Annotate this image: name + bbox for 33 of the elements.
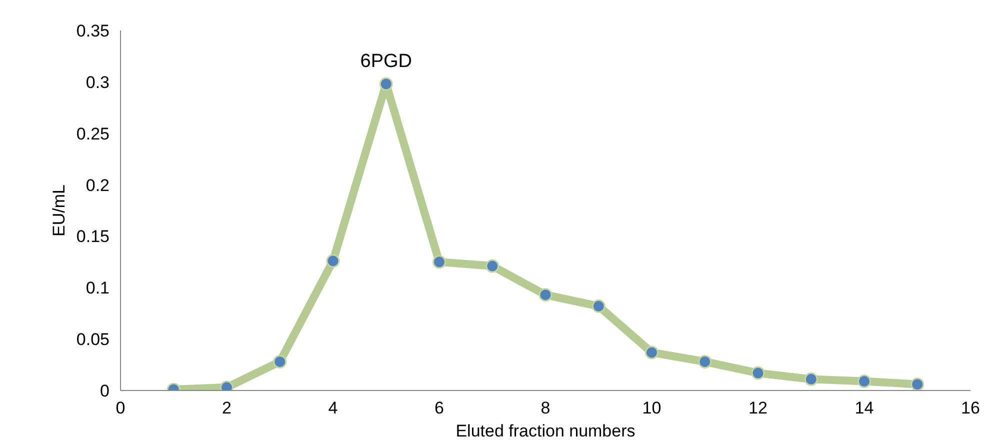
y-tick-label: 0.15 [76,227,110,246]
point [538,288,552,302]
point [804,372,818,386]
y-tick-label: 0.3 [86,72,110,92]
y-tick-label: 0.1 [86,278,110,298]
x-tick-label: 8 [540,398,550,418]
y-tick-label: 0.35 [76,22,110,40]
point [326,254,340,268]
point [379,77,393,91]
y-tick-label: 0.25 [76,124,110,144]
point [858,374,871,388]
x-tick-label: 2 [222,398,232,418]
point [910,378,924,390]
x-tick-label: 0 [116,398,126,418]
y-axis-title: EU/mL [49,184,68,236]
y-tick-label: 0.2 [86,176,110,195]
x-tick-label: 14 [854,398,874,418]
point [592,299,606,313]
x-tick-label: 12 [748,398,768,418]
point [432,255,446,269]
x-tick-label: 6 [434,398,444,418]
point [486,259,500,273]
point [698,354,712,368]
x-tick-label: 4 [328,398,338,418]
annotation: 6PGD [360,50,412,72]
x-tick-label: 16 [961,398,980,418]
point [645,346,658,360]
y-tick-label: 0.05 [76,330,110,350]
point [751,366,765,380]
x-tick-label: 10 [642,398,662,418]
point [273,354,287,368]
x-axis-title: Eluted fraction numbers [456,422,636,440]
y-tick-label: 0 [100,382,110,400]
